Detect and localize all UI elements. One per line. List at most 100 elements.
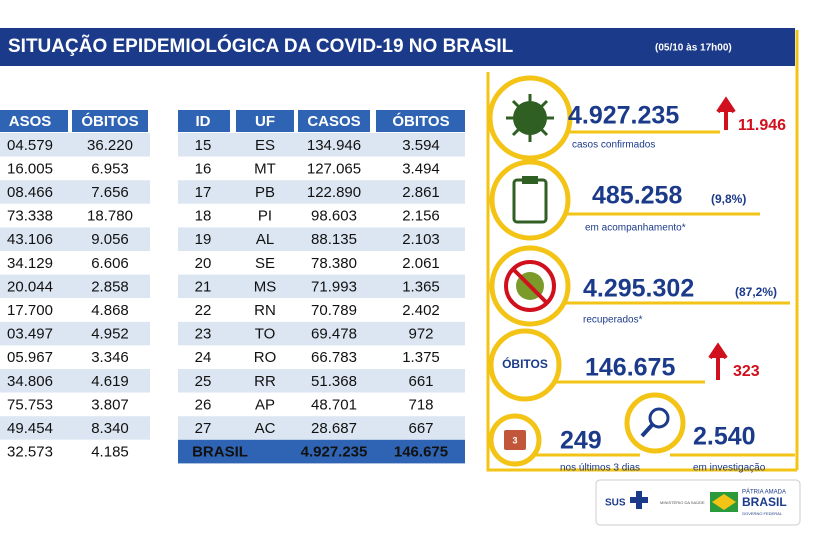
confirmed-new: 11.946 [738,117,786,134]
row-bg [178,321,465,346]
confirmed-label: casos confirmados [572,140,655,151]
deaths-new: 323 [733,363,760,380]
header-cell [376,110,465,132]
row-bg [0,416,150,440]
row-bg [0,251,150,275]
cell: MS [254,278,277,295]
cell: 71.993 [311,278,357,295]
cell: 21 [195,278,212,295]
total-cell: BRASIL [192,444,248,461]
no-sign-bar [511,267,549,305]
row-bg [178,251,465,275]
cell: RN [254,302,276,319]
cell: 98.603 [311,208,357,225]
cell: 1.375 [402,349,440,366]
cell: 49.454 [7,420,53,437]
row-bg [178,345,465,369]
cell: 36.220 [87,137,133,154]
cell: 17.700 [7,302,53,319]
cell: 04.579 [7,137,53,154]
cell: 88.135 [311,231,357,248]
column-header: UF [255,113,275,130]
cell: TO [255,326,276,343]
cell: 27 [195,420,212,437]
cell: 2.402 [402,302,440,319]
cell: 122.890 [307,184,361,201]
cell: 3.346 [91,349,129,366]
cell: 7.656 [91,184,129,201]
magnifier-handle [640,423,654,438]
row-bg [0,321,150,346]
no-sign [504,260,556,312]
cell: 4.868 [91,302,129,319]
cell: RR [254,373,276,390]
column-header: ID [196,113,211,130]
cell: 34.129 [7,255,53,272]
row-bg [0,203,150,228]
cell: 3.594 [402,137,440,154]
cell: ES [255,137,275,154]
row-bg [0,392,150,417]
row-bg [0,274,150,299]
cell: 69.478 [311,326,357,343]
cell: 51.368 [311,373,357,390]
cell: AC [255,420,276,437]
total-cell: 146.675 [394,444,448,461]
row-bg [0,156,150,181]
monitoring-label: em acompanhamento* [585,223,686,234]
row-bg [178,180,465,204]
cell: 28.687 [311,420,357,437]
cell: 6.953 [91,160,129,177]
virus-spikes [506,94,554,142]
row-bg [0,133,150,157]
recovered-value: 4.295.302 [583,275,694,303]
row-bg [0,369,150,393]
title: SITUAÇÃO EPIDEMIOLÓGICA DA COVID-19 NO B… [8,35,514,57]
header-cell [298,110,370,132]
cell: 2.858 [91,278,129,295]
timestamp: (05/10 às 17h00) [655,43,732,54]
cell: 66.783 [311,349,357,366]
cell: 22 [195,302,212,319]
cell: 23 [195,326,212,343]
row-bg [178,369,465,393]
cell: AL [256,231,274,248]
column-header: ASOS [9,113,52,130]
row-bg [178,227,465,251]
recovered-label: recuperados* [583,315,643,326]
icon-ring [488,328,562,402]
cell: 19 [195,231,212,248]
cell: 718 [408,396,433,413]
cell: 8.340 [91,420,129,437]
row-bg [178,416,465,440]
cell: 4.619 [91,373,129,390]
cell: 6.606 [91,255,129,272]
cell: 667 [408,420,433,437]
row-bg [0,180,150,204]
row-bg [178,203,465,228]
cell: 16 [195,160,212,177]
column-header: ÓBITOS [392,112,449,130]
header-cell [236,110,294,132]
cell: 2.061 [402,255,440,272]
cell: 73.338 [7,208,53,225]
tables: ASOS ÓBITOS 04.579 36.220 16.005 6.953 08.466 7… [0,110,465,464]
icon-ring [624,392,686,454]
cell: 03.497 [7,326,53,343]
row-bg [178,298,465,322]
cell: 32.573 [7,444,53,461]
cell: 75.753 [7,396,53,413]
frame [486,30,799,472]
cell: 9.056 [91,231,129,248]
cell: 25 [195,373,212,390]
total-row-bg [178,439,465,464]
up-arrow [708,342,728,380]
clipboard-clip [522,176,538,184]
cell: 3.494 [402,160,440,177]
row-bg [0,439,150,464]
cell: 78.380 [311,255,357,272]
cell: 2.861 [402,184,440,201]
header-cell [72,110,148,132]
row-bg [0,298,150,322]
cell: 16.005 [7,160,53,177]
